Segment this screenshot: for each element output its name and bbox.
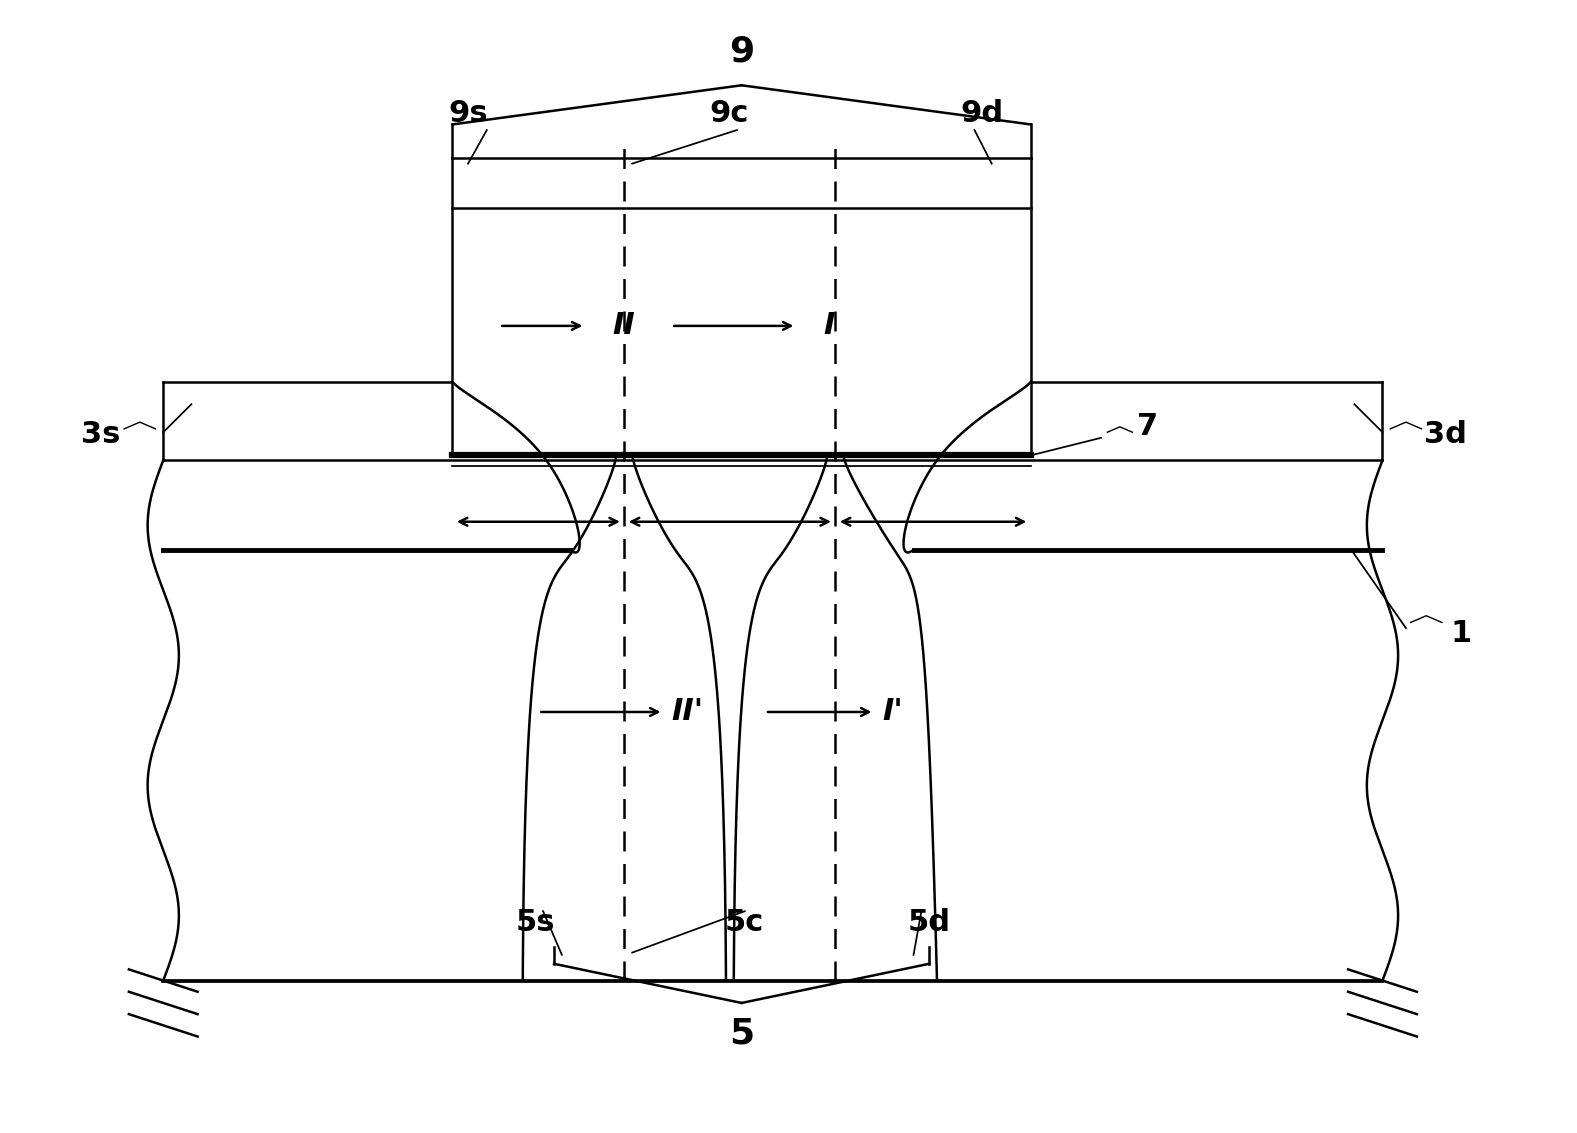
Text: 7: 7	[1137, 412, 1159, 441]
Text: I': I'	[882, 698, 904, 726]
Text: 5d: 5d	[908, 908, 951, 937]
Text: I: I	[823, 312, 834, 340]
Text: 5s: 5s	[516, 908, 555, 937]
Text: 3s: 3s	[80, 420, 120, 449]
Text: 1: 1	[1449, 619, 1471, 648]
Text: 5: 5	[729, 1016, 754, 1050]
Text: 3d: 3d	[1424, 420, 1467, 449]
Text: 9: 9	[729, 34, 754, 68]
Text: 5c: 5c	[725, 908, 765, 937]
Text: 9s: 9s	[448, 99, 487, 128]
Text: 9c: 9c	[710, 99, 749, 128]
Text: 9d: 9d	[960, 99, 1005, 128]
Text: II': II'	[672, 698, 703, 726]
Text: II: II	[612, 312, 634, 340]
